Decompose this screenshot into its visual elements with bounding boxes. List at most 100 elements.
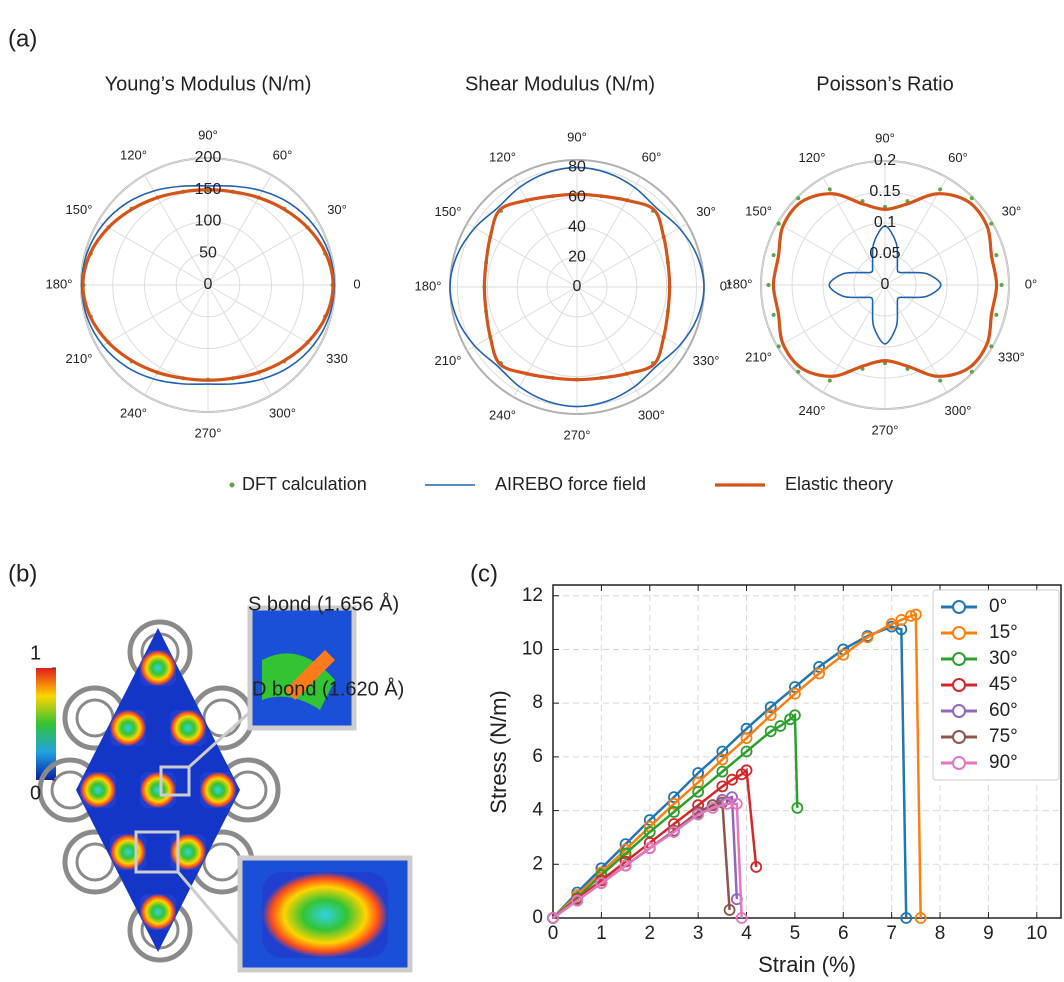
grid-spoke [885,285,992,347]
theta-tick-label: 330° [693,353,720,368]
grid-spoke [208,222,318,286]
x-tick-label: 3 [693,923,704,944]
legend-label: 90° [989,752,1018,773]
data-point [994,253,998,257]
y-tick-label: 6 [532,746,543,767]
panel-label: (b) [8,560,37,587]
density-spot [200,772,236,808]
data-point [828,379,832,383]
density-spot [170,710,206,746]
r-tick-label: 50 [199,244,217,261]
figure: (a) Young’s Modulus (N/m) Shear Modulus … [0,0,1064,982]
legend-marker [953,679,965,691]
data-point [766,283,770,287]
theta-tick-label: 120° [489,149,516,164]
legend-marker [953,653,965,665]
data-point [772,253,776,257]
inset-density [262,872,388,958]
data-line [553,615,921,918]
r-tick-label: 200 [195,149,222,166]
legend-marker [953,601,965,613]
grid-spoke [208,285,318,349]
legend-marker [953,731,965,743]
r-tick-label: 0.15 [869,183,900,200]
density-spot [170,834,206,870]
density-spot [110,834,146,870]
theta-tick-label: 60° [948,150,968,165]
x-tick-label: 2 [644,923,655,944]
data-point [796,370,800,374]
data-point [938,379,942,383]
r-tick-label: 40 [568,218,586,235]
r-tick-label: 20 [568,248,586,265]
theta-tick-label: 120° [799,150,826,165]
legend-label: 15° [989,622,1018,643]
theta-tick-label: 60° [273,147,293,162]
theta-tick-label: 150° [435,204,462,219]
data-point [1000,283,1004,287]
y-tick-label: 12 [522,585,543,606]
legend-label: AIREBO force field [495,474,646,494]
theta-tick-label: 240° [489,407,516,422]
legend-label: 0° [989,596,1007,617]
theta-tick-label: 30° [1002,203,1022,218]
legend-marker [230,483,235,488]
grid-spoke [98,285,208,349]
theta-tick-label: 330 [326,351,348,366]
r-tick-label: 150 [195,181,222,198]
theta-tick-label: 120° [120,147,147,162]
theta-tick-label: 150° [66,202,93,217]
theta-tick-label: 330° [998,349,1025,364]
r-tick-label: 0.05 [869,245,900,262]
theta-tick-label: 30° [696,204,716,219]
r-tick-label: 0.2 [874,152,896,169]
panel-label: (a) [8,25,37,52]
data-point [796,196,800,200]
x-tick-label: 9 [983,923,994,944]
data-point [989,222,993,226]
theta-tick-label: 270° [195,425,222,440]
x-tick-label: 0 [548,923,559,944]
y-tick-label: 0 [532,907,543,928]
structure-image: S bond (1.656 Å) D bond (1.620 Å) [36,592,410,970]
r-tick-label: 0 [204,276,213,293]
theta-tick-label: 180° [726,276,753,291]
theta-tick-label: 300° [638,407,665,422]
r-tick-label: 0 [881,276,890,293]
legend-label: 45° [989,674,1018,695]
theta-tick-label: 150° [745,203,772,218]
data-point [772,313,776,317]
density-spot [110,710,146,746]
y-tick-label: 2 [532,853,543,874]
y-tick-label: 4 [532,800,543,821]
y-axis-label: Stress (N/m) [486,690,511,813]
legend-label: Elastic theory [785,474,893,494]
data-point [938,187,942,191]
r-tick-label: 60 [568,189,586,206]
data-point [989,344,993,348]
theta-tick-label: 30° [327,202,347,217]
density-spot [140,772,176,808]
theta-tick-label: 180° [46,276,73,291]
data-point [828,187,832,191]
data-point [777,344,781,348]
theta-tick-label: 0° [1025,276,1037,291]
theta-tick-label: 0 [353,276,360,291]
inset-label: D bond (1.620 Å) [252,677,404,700]
theta-tick-label: 210° [435,353,462,368]
theta-tick-label: 90° [567,129,587,144]
theta-tick-label: 180° [415,278,442,293]
x-tick-label: 8 [935,923,946,944]
data-point [994,313,998,317]
legend-label: DFT calculation [242,474,367,494]
r-tick-label: 0 [573,278,582,295]
theta-tick-label: 240° [799,403,826,418]
theta-tick-label: 240° [120,405,147,420]
y-tick-label: 10 [522,638,543,659]
chart-title: Poisson’s Ratio [816,73,953,95]
data-point [970,196,974,200]
theta-tick-label: 210° [745,349,772,364]
legend-label: 30° [989,648,1018,669]
chart-title: Shear Modulus (N/m) [465,73,655,95]
theta-tick-label: 90° [875,130,895,145]
